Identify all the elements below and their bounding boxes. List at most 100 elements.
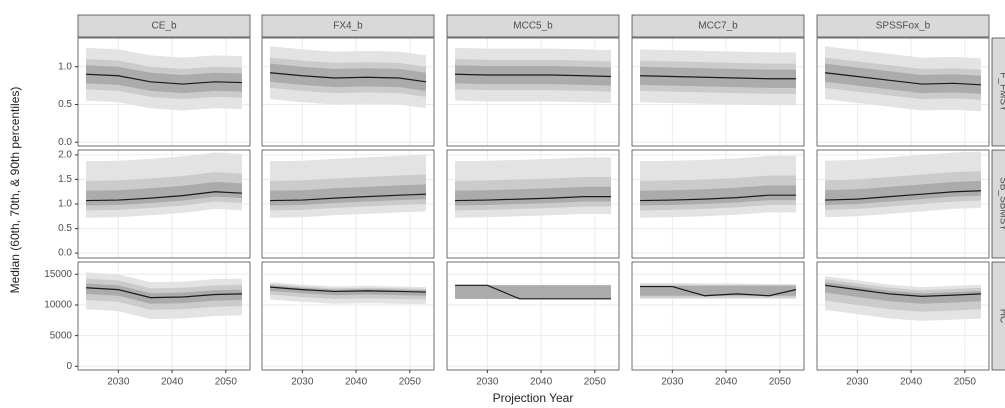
ribbon <box>825 63 981 94</box>
strip <box>631 14 805 38</box>
panel-border <box>77 261 251 371</box>
ribbon <box>455 285 611 299</box>
median-line <box>824 284 981 297</box>
strip <box>446 14 620 38</box>
panel-bg <box>447 262 619 370</box>
median-line <box>825 190 981 201</box>
median-line <box>455 196 611 202</box>
panel <box>816 37 990 147</box>
median-line <box>86 287 242 299</box>
x-tick-label: 2040 <box>161 377 184 388</box>
row-strip-label: HC <box>997 309 1005 323</box>
ribbon <box>825 282 981 304</box>
x-tick-label: 2050 <box>584 377 607 388</box>
panel-border <box>446 261 620 371</box>
x-tick-label: 2050 <box>399 377 422 388</box>
y-tick-label: 0.5 <box>58 99 72 110</box>
row-strip <box>991 261 1005 371</box>
x-tick-label: 2050 <box>215 377 238 388</box>
panel <box>631 261 805 371</box>
panel <box>816 261 990 371</box>
panel-border <box>816 149 990 259</box>
x-tick-label: 2030 <box>846 377 869 388</box>
panel-border <box>816 261 990 371</box>
y-tick-label: 1.0 <box>58 199 72 210</box>
strip <box>261 14 435 38</box>
median-line <box>640 194 796 202</box>
panel-border <box>261 149 435 259</box>
y-tick-label: 10000 <box>44 300 72 311</box>
panel-bg <box>632 262 804 370</box>
row-strip-label: F_FMSY <box>997 72 1005 112</box>
y-tick-label: 0.5 <box>58 223 72 234</box>
median-line <box>455 73 611 78</box>
y-tick-label: 2.0 <box>58 150 72 161</box>
panel-border <box>816 37 990 147</box>
panel-border <box>261 261 435 371</box>
median-line <box>270 193 426 202</box>
median-line <box>640 75 796 80</box>
ribbon <box>86 283 242 304</box>
y-tick-label: 0 <box>66 361 72 372</box>
strip-label: MCC5_b <box>513 21 553 32</box>
row-strip <box>991 149 1005 259</box>
panel-border <box>631 261 805 371</box>
ribbon <box>270 285 426 296</box>
x-tick-label: 2040 <box>530 377 553 388</box>
x-tick-label: 2040 <box>715 377 738 388</box>
x-tick-label: 2030 <box>661 377 684 388</box>
x-tick-label: 2050 <box>769 377 792 388</box>
panel-border <box>77 37 251 147</box>
panel-border <box>261 37 435 147</box>
median-line <box>86 73 242 85</box>
panel <box>261 149 435 259</box>
panel <box>446 37 620 147</box>
y-tick-label: 1.5 <box>58 174 72 185</box>
panel <box>261 261 435 371</box>
y-tick-label: 5000 <box>50 330 73 341</box>
x-tick-label: 2030 <box>291 377 314 388</box>
panel <box>631 149 805 259</box>
strip-label: SPSSFox_b <box>876 21 931 32</box>
strip <box>816 14 990 38</box>
row-strip-label: SB_SBMSY <box>997 177 1005 231</box>
panel <box>77 261 251 371</box>
x-tick-label: 2030 <box>476 377 499 388</box>
panel-border <box>446 37 620 147</box>
panel-bg <box>262 262 434 370</box>
x-tick-label: 2030 <box>107 377 130 388</box>
panel <box>816 149 990 259</box>
median-line <box>270 72 427 83</box>
x-tick-label: 2040 <box>900 377 923 388</box>
strip-label: FX4_b <box>333 21 363 32</box>
y-tick-label: 0.0 <box>58 248 72 259</box>
panel-border <box>631 37 805 147</box>
ribbon <box>455 186 611 206</box>
x-tick-label: 2050 <box>954 377 977 388</box>
panel <box>631 37 805 147</box>
strip-label: MCC7_b <box>698 21 738 32</box>
median-line <box>270 286 426 293</box>
ribbon <box>86 65 242 94</box>
y-axis-label: Median (60th, 70th, & 90th percentiles) <box>8 87 22 294</box>
panel <box>77 149 251 259</box>
panel <box>261 37 435 147</box>
panel-border <box>631 149 805 259</box>
panel <box>77 37 251 147</box>
ribbon <box>640 285 796 296</box>
median-line <box>455 284 611 300</box>
panel-border <box>446 149 620 259</box>
y-tick-label: 15000 <box>44 269 72 280</box>
panel <box>446 149 620 259</box>
strip-label: CE_b <box>151 21 176 32</box>
row-strip <box>991 37 1005 147</box>
strip <box>77 14 251 38</box>
y-tick-label: 0.0 <box>58 137 72 148</box>
x-axis-label: Projection Year <box>493 391 574 405</box>
median-line <box>86 191 242 202</box>
median-line <box>640 285 797 297</box>
x-tick-label: 2040 <box>345 377 368 388</box>
panel <box>446 261 620 371</box>
